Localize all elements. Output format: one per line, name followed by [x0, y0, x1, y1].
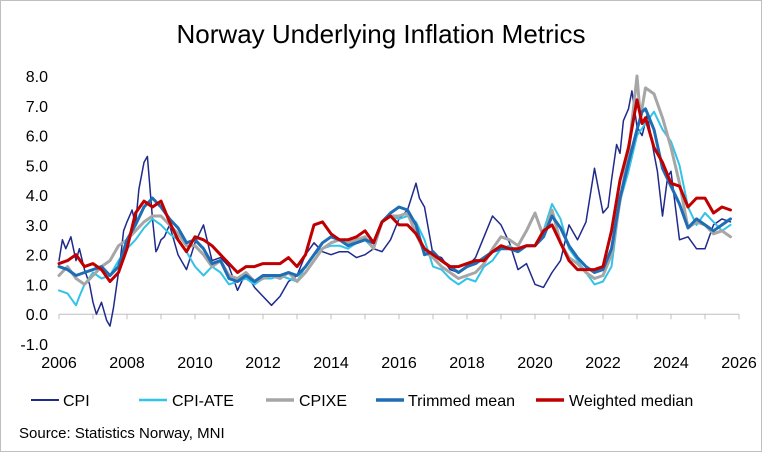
y-tick-label: 6.0 — [26, 129, 48, 146]
axes: -1.0 0.0 1.0 2.0 3.0 4.0 5.0 6.0 7.0 8.0 2006 2008 2… — [20, 69, 756, 372]
series-layer — [57, 74, 732, 327]
legend-label-cpi: CPI — [63, 393, 90, 410]
x-tick-label: 2014 — [313, 355, 349, 372]
legend-label-cpi-ate: CPI-ATE — [172, 393, 234, 410]
series-line-trimmed-mean — [57, 107, 732, 283]
x-tick-label: 2018 — [449, 355, 485, 372]
y-tick-label: 1.0 — [26, 277, 48, 294]
legend-label-weighted-median: Weighted median — [569, 393, 693, 410]
y-tick-label: 0.0 — [26, 307, 48, 324]
x-tick-label: 2026 — [721, 355, 757, 372]
x-tick-label: 2024 — [653, 355, 689, 372]
chart-title: Norway Underlying Inflation Metrics — [176, 19, 586, 49]
legend: CPI CPI-ATE CPIXE Trimmed mean Weighted medi… — [31, 393, 693, 410]
x-tick-label: 2022 — [585, 355, 621, 372]
y-tick-label: 2.0 — [26, 248, 48, 265]
legend-label-trimmed-mean: Trimmed mean — [408, 393, 515, 410]
x-tick-label: 2008 — [109, 355, 145, 372]
y-tick-label: 3.0 — [26, 218, 48, 235]
series-line-cpi — [58, 90, 732, 327]
y-tick-label: 7.0 — [26, 99, 48, 116]
y-tick-label: 8.0 — [26, 69, 48, 86]
series-line-cpixe — [57, 74, 732, 286]
series-line-weighted-median — [57, 98, 732, 283]
x-tick-label: 2006 — [41, 355, 77, 372]
x-tick-label: 2020 — [517, 355, 553, 372]
y-tick-label: 4.0 — [26, 188, 48, 205]
y-tick-label: 5.0 — [26, 158, 48, 175]
x-tick-label: 2010 — [177, 355, 213, 372]
source-note: Source: Statistics Norway, MNI — [19, 425, 225, 442]
y-tick-label: -1.0 — [20, 337, 48, 354]
legend-label-cpixe: CPIXE — [299, 393, 347, 410]
x-tick-label: 2016 — [381, 355, 417, 372]
x-tick-label: 2012 — [245, 355, 281, 372]
